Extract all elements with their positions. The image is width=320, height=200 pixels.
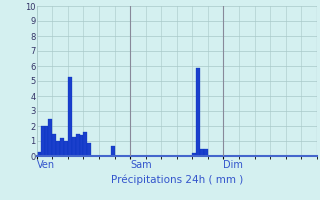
Bar [41, 126, 44, 156]
Bar [72, 137, 76, 156]
X-axis label: Précipitations 24h ( mm ): Précipitations 24h ( mm ) [111, 174, 243, 185]
Bar [196, 68, 200, 156]
Bar [204, 148, 208, 156]
Bar [52, 134, 56, 156]
Bar [192, 153, 196, 156]
Bar [60, 138, 64, 156]
Bar [64, 141, 68, 156]
Bar [80, 135, 84, 156]
Bar [44, 126, 48, 156]
Bar [68, 76, 72, 156]
Bar [87, 142, 91, 156]
Bar [37, 152, 41, 156]
Bar [84, 132, 87, 156]
Bar [200, 148, 204, 156]
Bar [56, 141, 60, 156]
Bar [76, 134, 80, 156]
Bar [111, 146, 115, 156]
Bar [48, 118, 52, 156]
